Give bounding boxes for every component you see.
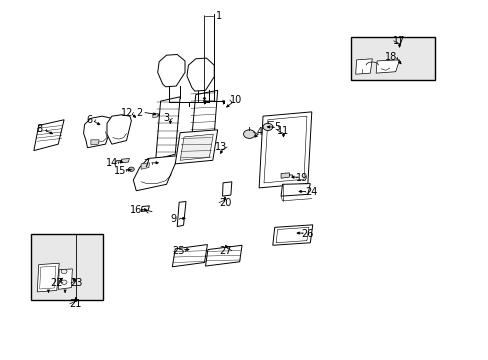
Polygon shape <box>133 156 178 191</box>
Polygon shape <box>355 59 371 74</box>
Polygon shape <box>375 60 399 73</box>
Circle shape <box>61 269 67 274</box>
Text: 27: 27 <box>219 246 232 256</box>
Polygon shape <box>153 113 158 118</box>
Circle shape <box>61 280 67 284</box>
Text: 12: 12 <box>121 108 133 118</box>
Text: 18: 18 <box>384 52 396 62</box>
Polygon shape <box>91 140 99 145</box>
Circle shape <box>243 130 255 138</box>
Circle shape <box>263 123 272 131</box>
Polygon shape <box>172 244 207 267</box>
Circle shape <box>128 167 134 171</box>
Text: 16: 16 <box>130 206 142 216</box>
Polygon shape <box>58 269 72 289</box>
Text: 6: 6 <box>87 115 93 125</box>
Polygon shape <box>180 134 213 160</box>
Polygon shape <box>175 130 217 164</box>
Polygon shape <box>272 225 312 245</box>
Text: 7: 7 <box>142 159 149 169</box>
Text: 20: 20 <box>218 198 231 208</box>
Text: 25: 25 <box>172 246 184 256</box>
Text: 5: 5 <box>274 122 280 132</box>
Text: 3: 3 <box>163 113 169 123</box>
Polygon shape <box>34 120 64 150</box>
Text: 17: 17 <box>392 36 405 46</box>
Text: 15: 15 <box>114 166 126 176</box>
Polygon shape <box>222 182 231 196</box>
Text: 14: 14 <box>105 158 118 168</box>
Text: 4: 4 <box>256 127 262 137</box>
Text: 10: 10 <box>229 95 242 105</box>
Text: 22: 22 <box>50 278 63 288</box>
Text: 21: 21 <box>69 299 82 309</box>
Polygon shape <box>205 245 242 266</box>
FancyBboxPatch shape <box>31 234 103 300</box>
Text: 9: 9 <box>170 215 177 224</box>
Polygon shape <box>141 163 149 169</box>
Text: 1: 1 <box>216 11 222 21</box>
Text: 23: 23 <box>70 278 83 288</box>
Polygon shape <box>158 54 184 87</box>
Polygon shape <box>281 173 289 178</box>
Text: 8: 8 <box>37 124 42 134</box>
Text: 24: 24 <box>305 187 317 197</box>
Polygon shape <box>177 202 185 226</box>
Polygon shape <box>186 58 214 91</box>
Text: 11: 11 <box>277 126 289 135</box>
Text: 2: 2 <box>136 108 142 118</box>
Polygon shape <box>156 97 180 159</box>
Text: 19: 19 <box>295 173 307 183</box>
Text: 13: 13 <box>215 142 227 152</box>
FancyBboxPatch shape <box>350 37 434 80</box>
Polygon shape <box>107 115 131 144</box>
Polygon shape <box>37 263 59 292</box>
Polygon shape <box>141 206 149 212</box>
Polygon shape <box>83 116 113 148</box>
Text: 26: 26 <box>301 229 313 239</box>
Polygon shape <box>122 158 129 163</box>
Polygon shape <box>189 90 217 158</box>
Polygon shape <box>281 184 310 196</box>
